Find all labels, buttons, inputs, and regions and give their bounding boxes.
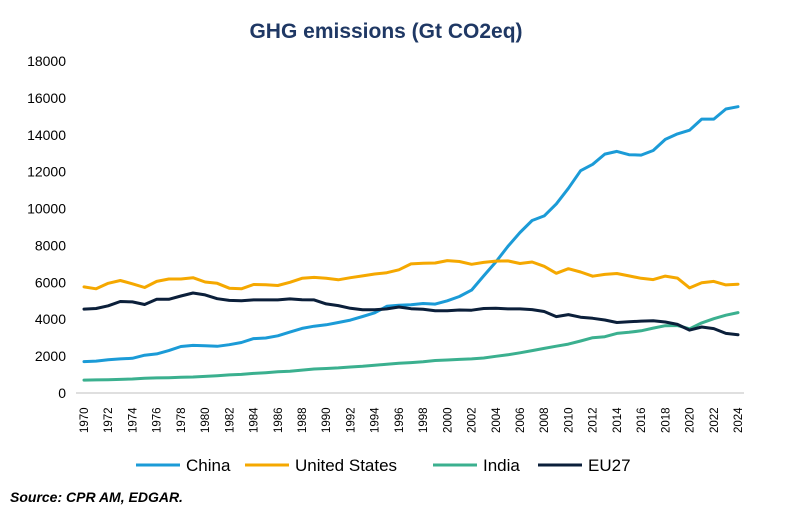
x-tick-label: 1972 xyxy=(103,407,115,433)
series-lines xyxy=(82,105,740,382)
legend-label-eu27: EU27 xyxy=(588,456,631,475)
x-tick-label: 2010 xyxy=(563,407,575,433)
y-axis-ticks: 0 2000 4000 6000 8000 10000 12000 14000 16000 180… xyxy=(27,53,66,401)
legend-label-china: China xyxy=(186,456,231,475)
x-tick-label: 1988 xyxy=(297,407,309,433)
series-line-united-states xyxy=(82,259,740,291)
x-tick-label: 1970 xyxy=(79,407,91,433)
x-tick-label: 1992 xyxy=(345,407,357,433)
x-tick-label: 1978 xyxy=(176,407,188,433)
legend: China United States India EU27 xyxy=(136,456,631,475)
x-tick-label: 2002 xyxy=(467,407,479,433)
x-tick-label: 1982 xyxy=(224,407,236,433)
series-line-eu27 xyxy=(82,291,740,337)
y-tick-label: 10000 xyxy=(27,201,66,217)
x-tick-label: 1998 xyxy=(418,407,430,433)
x-tick-label: 1990 xyxy=(321,407,333,433)
y-tick-label: 14000 xyxy=(27,127,66,143)
y-tick-label: 2000 xyxy=(35,348,66,364)
x-axis-ticks: 1970 1972 1974 1976 1978 1980 1982 1984 1986 1988… xyxy=(79,407,745,433)
x-tick-label: 2000 xyxy=(442,407,454,433)
x-tick-label: 2014 xyxy=(612,407,624,433)
y-tick-label: 18000 xyxy=(27,53,66,69)
x-tick-label: 1974 xyxy=(127,407,139,433)
series-line-china xyxy=(82,105,740,364)
y-tick-label: 0 xyxy=(58,385,66,401)
x-tick-label: 2004 xyxy=(491,407,503,433)
y-tick-label: 4000 xyxy=(35,311,66,327)
source-note: Source: CPR AM, EDGAR. xyxy=(10,489,183,505)
x-tick-label: 1976 xyxy=(152,407,164,433)
x-tick-label: 2018 xyxy=(660,407,672,433)
x-tick-label: 2008 xyxy=(539,407,551,433)
x-tick-label: 2016 xyxy=(636,407,648,433)
chart-title: GHG emissions (Gt CO2eq) xyxy=(249,20,522,43)
x-tick-label: 2012 xyxy=(588,407,600,433)
series-line-india xyxy=(82,311,740,382)
x-tick-label: 2020 xyxy=(685,407,697,433)
y-tick-label: 16000 xyxy=(27,90,66,106)
x-tick-label: 1996 xyxy=(394,407,406,433)
y-tick-label: 12000 xyxy=(27,164,66,180)
legend-label-india: India xyxy=(483,456,520,475)
x-tick-label: 1980 xyxy=(200,407,212,433)
legend-label-united-states: United States xyxy=(295,456,397,475)
y-tick-label: 8000 xyxy=(35,237,66,253)
y-tick-label: 6000 xyxy=(35,274,66,290)
x-tick-label: 1984 xyxy=(249,407,261,433)
x-tick-label: 1994 xyxy=(370,407,382,433)
x-tick-label: 2024 xyxy=(733,407,745,433)
x-tick-label: 1986 xyxy=(273,407,285,433)
x-tick-label: 2006 xyxy=(515,407,527,433)
x-tick-label: 2022 xyxy=(709,407,721,433)
